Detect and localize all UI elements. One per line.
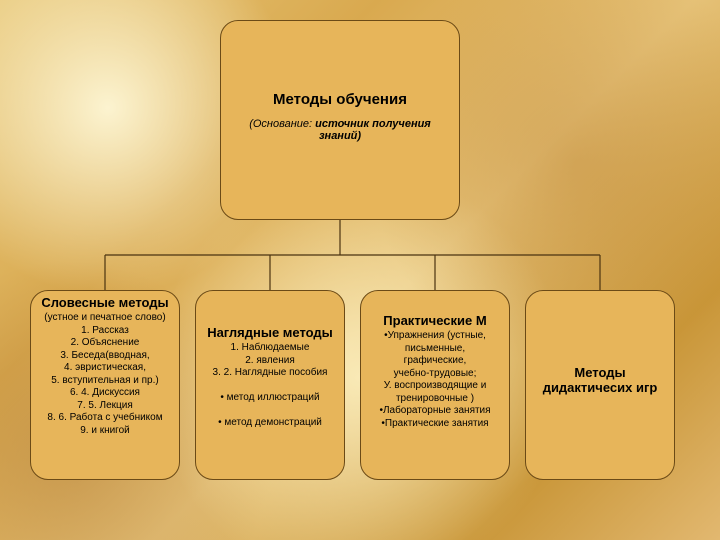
- body-line: 5. вступительная и пр.): [35, 375, 175, 388]
- root-node: Методы обучения (Основание: источник пол…: [220, 20, 460, 220]
- child-body: (устное и печатное слово)1. Рассказ2. Об…: [35, 312, 175, 437]
- child-title: Наглядные методы: [195, 325, 345, 340]
- child-title: Практические М: [365, 313, 505, 328]
- body-line: •Упражнения (устные,: [365, 330, 505, 343]
- body-line: • метод демонстраций: [200, 417, 340, 430]
- body-line: У. воспроизводящие и: [365, 380, 505, 393]
- body-line: 3. 2. Наглядные пособия: [200, 367, 340, 380]
- child-body: 1. Наблюдаемые2. явления3. 2. Наглядные …: [200, 342, 340, 430]
- root-title: Методы обучения: [229, 91, 451, 108]
- body-line: 4. эвристическая,: [35, 362, 175, 375]
- child-title: Методы: [530, 365, 670, 380]
- child-node-visual: Наглядные методы 1. Наблюдаемые2. явления…: [195, 290, 345, 480]
- body-line: 2. явления: [200, 355, 340, 368]
- child-node-verbal: Словесные методы (устное и печатное слово…: [30, 290, 180, 480]
- body-line: 1. Наблюдаемые: [200, 342, 340, 355]
- body-line: тренировочные ): [365, 393, 505, 406]
- body-line: [200, 405, 340, 418]
- body-line: [200, 380, 340, 393]
- body-line: • метод иллюстраций: [200, 392, 340, 405]
- body-line: •Практические занятия: [365, 418, 505, 431]
- body-line: 9. и книгой: [35, 425, 175, 438]
- child-node-games: Методыдидактичесих игр: [525, 290, 675, 480]
- body-line: 3. Беседа(вводная,: [35, 350, 175, 363]
- body-line: учебно-трудовые;: [365, 368, 505, 381]
- body-line: письменные,: [365, 343, 505, 356]
- body-line: 8. 6. Работа с учебником: [35, 412, 175, 425]
- child-body: •Упражнения (устные,письменные,графическ…: [365, 330, 505, 430]
- body-line: 7. 5. Лекция: [35, 400, 175, 413]
- root-subtitle: (Основание: источник получения знаний): [229, 118, 451, 142]
- body-line: 2. Объяснение: [35, 337, 175, 350]
- child-title: Словесные методы: [30, 295, 180, 310]
- body-line: 1. Рассказ: [35, 325, 175, 338]
- body-line: графические,: [365, 355, 505, 368]
- child-node-practical: Практические М •Упражнения (устные,письме…: [360, 290, 510, 480]
- diagram-canvas: Методы обучения (Основание: источник пол…: [0, 0, 720, 540]
- body-line: 6. 4. Дискуссия: [35, 387, 175, 400]
- body-line: •Лабораторные занятия: [365, 405, 505, 418]
- child-title-line2: дидактичесих игр: [530, 380, 670, 395]
- body-line: (устное и печатное слово): [35, 312, 175, 325]
